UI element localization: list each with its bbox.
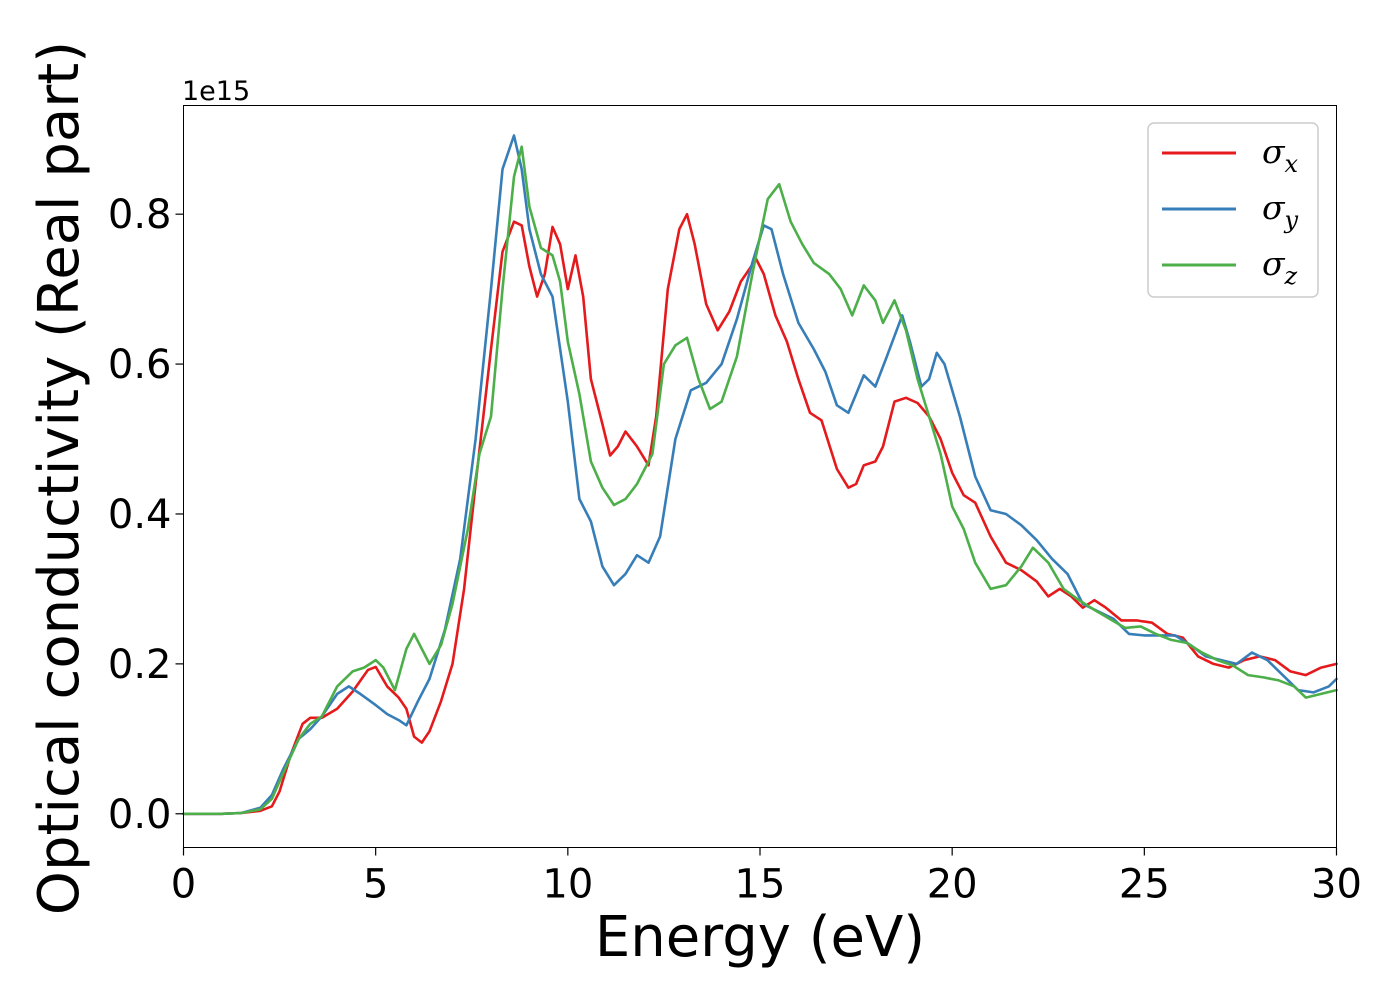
series-line-z (182, 145, 1338, 816)
x-tick-label: 25 (1119, 862, 1170, 908)
x-axis-label: Energy (eV) (595, 905, 925, 970)
x-axis: 0 5 10 15 20 25 30 (171, 847, 1362, 908)
y-offset-label: 1e15 (182, 76, 250, 107)
y-tick-label: 0.4 (108, 492, 172, 538)
x-tick-label: 20 (927, 862, 978, 908)
series-line-y (182, 134, 1338, 816)
x-tick-label: 10 (542, 862, 593, 908)
x-tick-label: 5 (363, 862, 388, 908)
legend-label-y: σy (1262, 188, 1299, 234)
legend-label-x: σx (1262, 132, 1299, 178)
series-line-x (182, 212, 1338, 816)
y-tick-label: 0.8 (108, 192, 172, 238)
x-tick-label: 30 (1311, 862, 1362, 908)
y-axis: 0.0 0.2 0.4 0.6 0.8 (108, 192, 184, 838)
y-axis-label: Optical conductivity (Real part) (27, 41, 92, 915)
y-tick-label: 0.6 (108, 342, 172, 388)
series-layer (182, 134, 1338, 816)
x-tick-label: 0 (171, 862, 196, 908)
y-tick-label: 0.0 (108, 792, 172, 838)
x-tick-label: 15 (735, 862, 786, 908)
y-tick-label: 0.2 (108, 642, 172, 688)
